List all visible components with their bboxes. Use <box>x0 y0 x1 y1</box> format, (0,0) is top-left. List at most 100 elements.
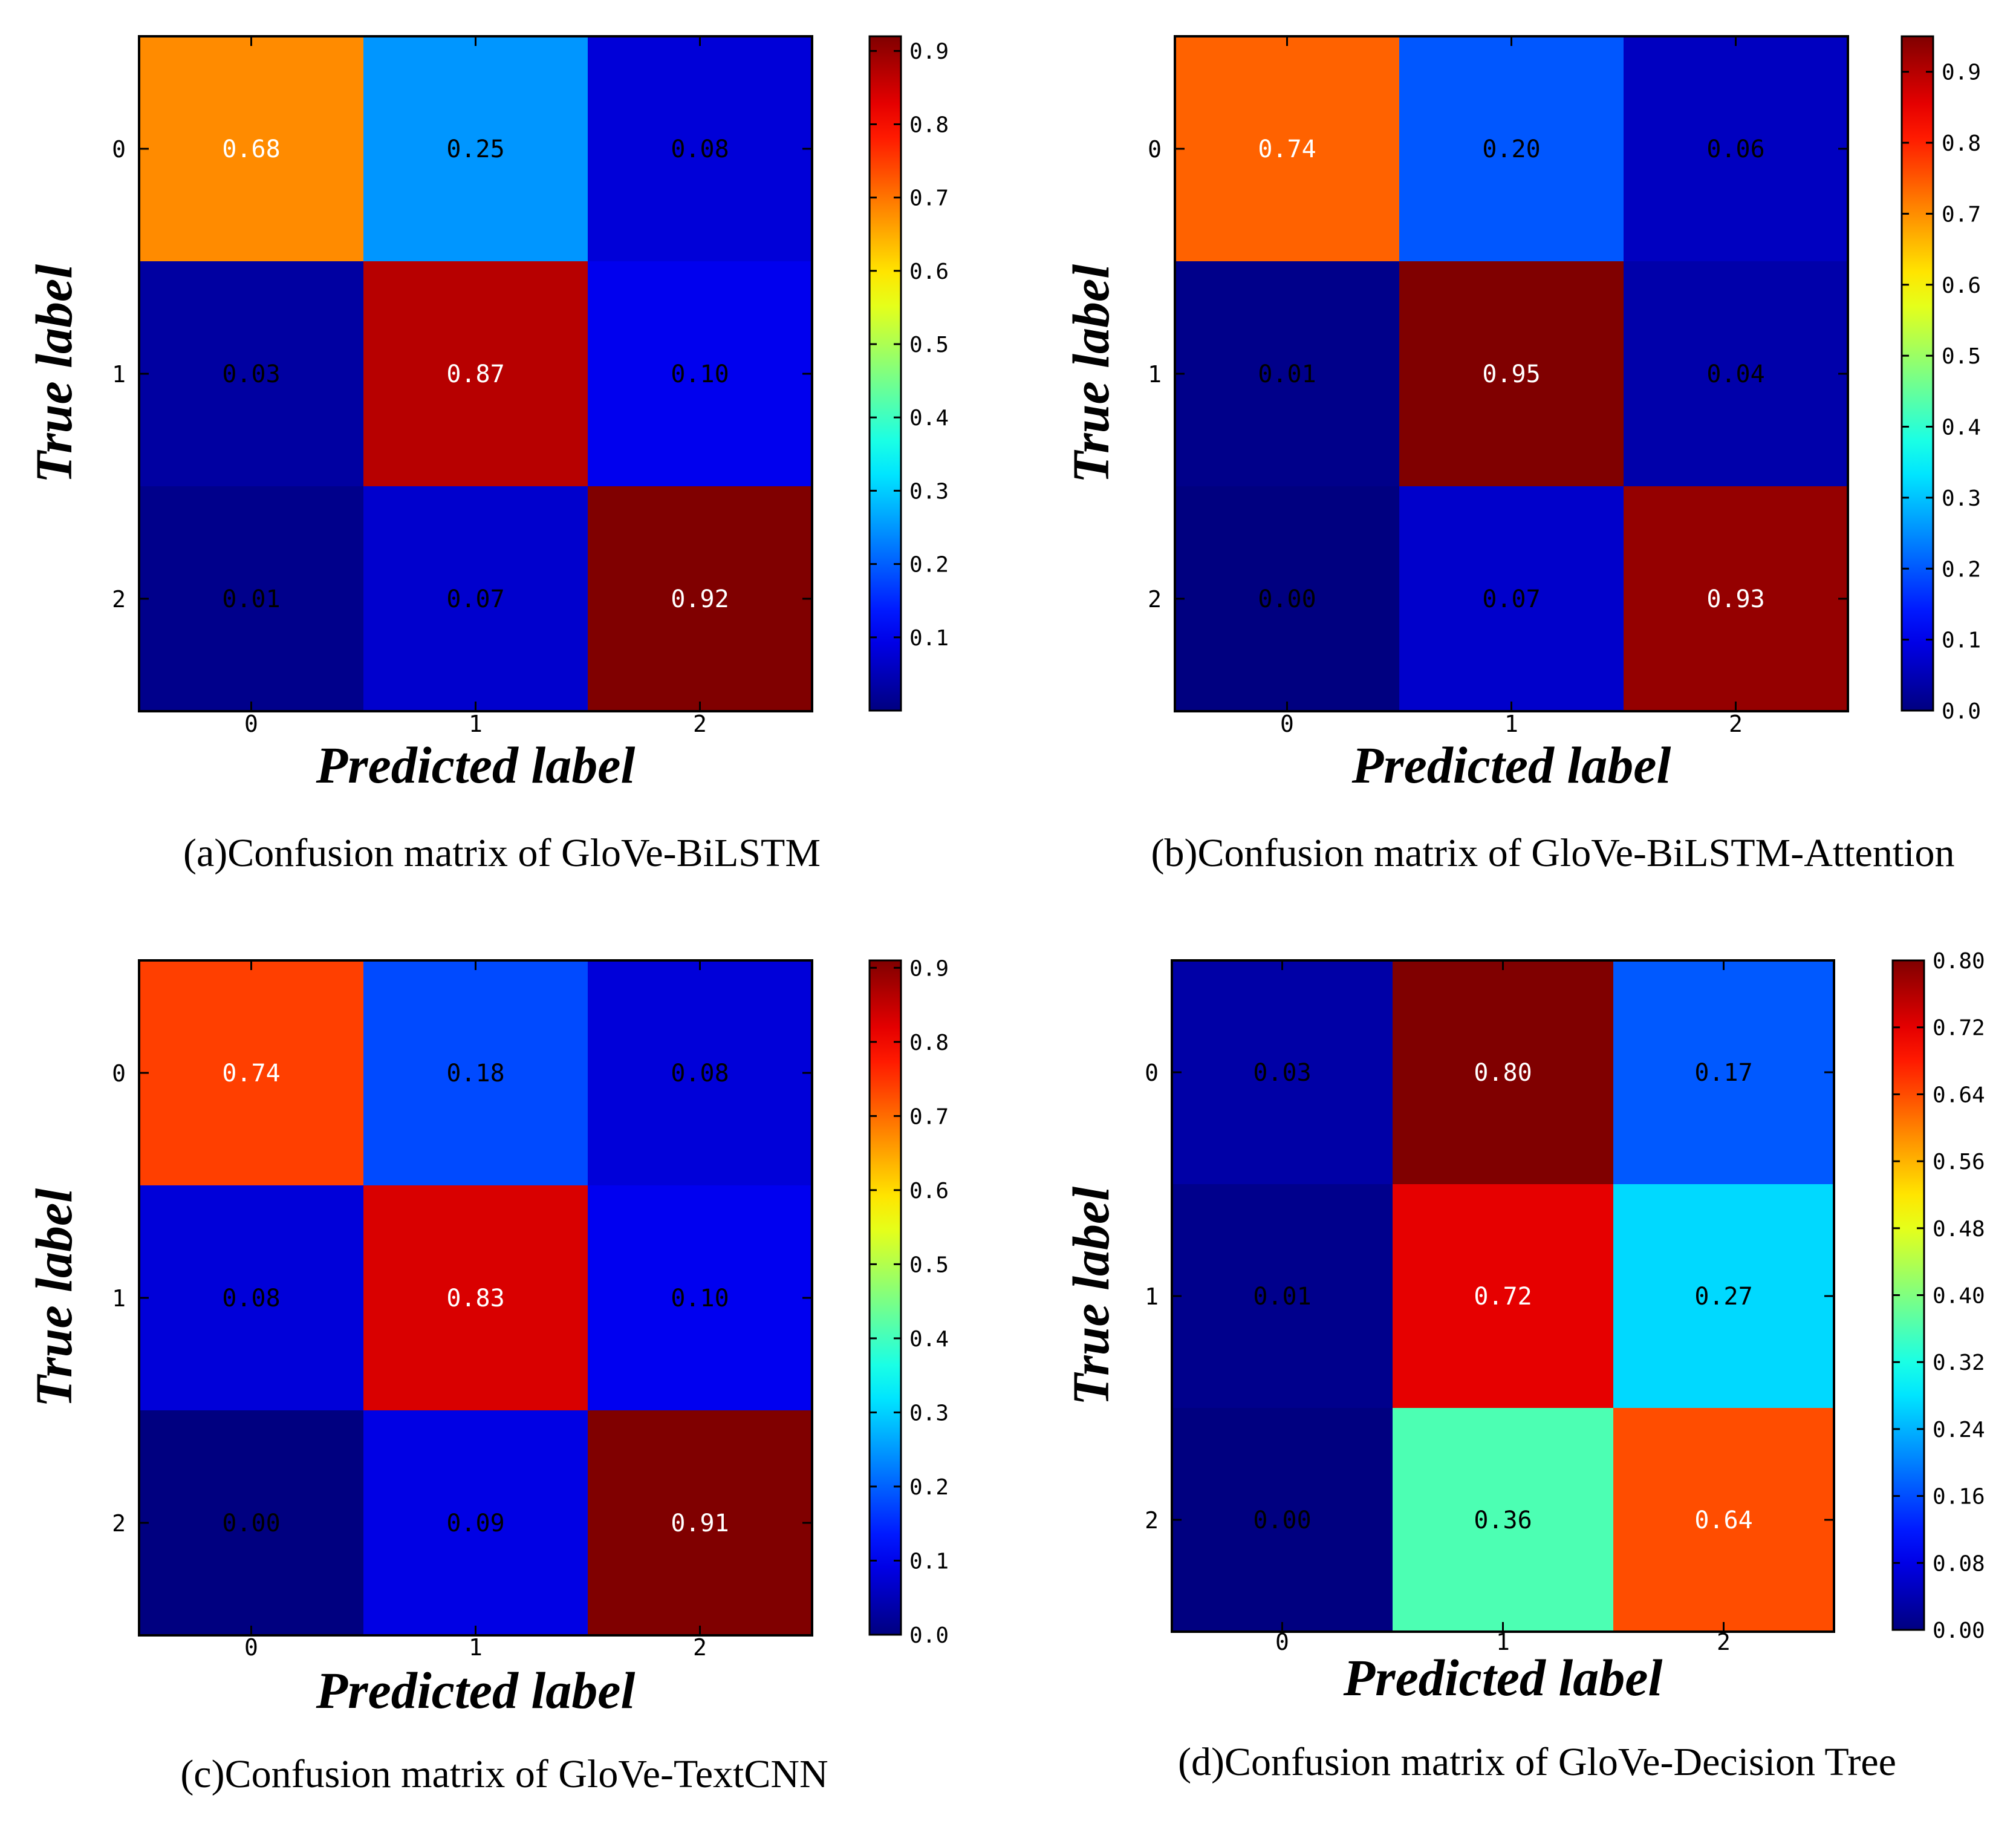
colorbar-tick-label: 0.6 <box>1942 273 1981 298</box>
y-axis-label: True label <box>25 264 83 483</box>
cell-value-label: 0.08 <box>671 1060 729 1087</box>
cell-value-label: 0.10 <box>671 1285 729 1312</box>
colorbar-tick-label: 0.8 <box>1942 131 1981 156</box>
cell-value-label: 0.93 <box>1706 585 1764 613</box>
colorbar-tick-label: 0.2 <box>909 1475 949 1500</box>
x-axis-label: Predicted label <box>1343 1649 1663 1707</box>
heatmap-cell <box>1613 960 1834 1184</box>
heatmap-cell <box>363 1410 588 1635</box>
cell-value-label: 0.74 <box>222 1060 280 1087</box>
x-tick-label: 1 <box>469 1634 483 1661</box>
colorbar-tick-label: 0.8 <box>909 1031 949 1055</box>
y-tick-label: 1 <box>1145 1283 1159 1310</box>
cell-value-label: 0.06 <box>1706 135 1764 163</box>
cell-value-label: 0.08 <box>671 135 729 163</box>
heatmap-cell <box>139 36 363 261</box>
y-axis-label: True label <box>25 1188 83 1407</box>
cell-value-label: 0.92 <box>671 585 729 613</box>
heatmap-cell <box>1393 1408 1613 1632</box>
colorbar-tick-label: 0.08 <box>1933 1551 1985 1576</box>
cell-value-label: 0.01 <box>222 585 280 613</box>
x-tick-label: 2 <box>1729 711 1743 737</box>
cell-value-label: 0.20 <box>1482 135 1540 163</box>
colorbar-tick-label: 0.8 <box>909 112 949 137</box>
x-tick-label: 1 <box>1496 1629 1510 1655</box>
colorbar <box>868 959 902 1636</box>
colorbar-tick-label: 0.1 <box>909 1549 949 1574</box>
heatmap-cell <box>1172 1184 1393 1408</box>
heatmap-cell <box>1399 486 1624 711</box>
colorbar-tick-label: 0.5 <box>909 1253 949 1277</box>
heatmap-cell <box>588 486 812 711</box>
colorbar-tick-label: 0.16 <box>1933 1485 1985 1510</box>
heatmap-cell <box>363 261 588 486</box>
cell-value-label: 0.01 <box>1253 1283 1311 1311</box>
y-tick-label: 1 <box>112 1285 126 1312</box>
colorbar-tick-label: 0.32 <box>1933 1350 1985 1375</box>
colorbar-tick-label: 0.3 <box>1942 486 1981 511</box>
colorbar-tick-label: 0.9 <box>1942 60 1981 85</box>
y-tick-label: 0 <box>112 1060 126 1087</box>
cell-value-label: 0.09 <box>446 1510 504 1537</box>
heatmap-cell <box>1175 261 1399 486</box>
cell-value-label: 0.04 <box>1706 360 1764 388</box>
cell-value-label: 0.36 <box>1474 1507 1532 1534</box>
cell-value-label: 0.03 <box>1253 1059 1311 1087</box>
y-tick-label: 0 <box>112 136 126 163</box>
heatmap-cell <box>1399 36 1624 261</box>
heatmap-cell <box>588 1185 812 1410</box>
heatmap-cell <box>1613 1408 1834 1632</box>
y-axis-label: True label <box>1062 264 1120 483</box>
colorbar-tick-label: 0.4 <box>1942 415 1981 440</box>
colorbar-tick-label: 0.48 <box>1933 1217 1985 1242</box>
colorbar-tick-label: 0.40 <box>1933 1284 1985 1309</box>
colorbar-tick-label: 0.3 <box>909 479 949 504</box>
cell-value-label: 0.87 <box>446 360 504 388</box>
heatmap-cell <box>588 960 812 1185</box>
y-tick-label: 0 <box>1145 1060 1159 1086</box>
heatmap-cell <box>1399 261 1624 486</box>
heatmap-cell <box>139 1410 363 1635</box>
heatmap-cell <box>1175 36 1399 261</box>
x-tick-label: 0 <box>1275 1629 1289 1655</box>
cell-value-label: 0.00 <box>1253 1507 1311 1534</box>
heatmap-cell <box>363 36 588 261</box>
x-tick-label: 2 <box>1717 1629 1731 1655</box>
heatmap-cell <box>363 486 588 711</box>
confusion-matrix-panel: 0.03 0.80 0.17 0.01 0.72 0.27 0.00 0.36 0.64 0 1 2 0… <box>1062 949 1985 1784</box>
cell-value-label: 0.64 <box>1694 1507 1752 1534</box>
colorbar-tick-label: 0.56 <box>1933 1150 1985 1174</box>
colorbar-tick-label: 0.5 <box>1942 344 1981 369</box>
heatmap-cell <box>363 960 588 1185</box>
heatmap-cell <box>1624 36 1848 261</box>
colorbar-tick-label: 0.9 <box>909 956 949 981</box>
x-axis-label: Predicted label <box>316 736 636 794</box>
heatmap-cell <box>1393 960 1613 1184</box>
colorbar-tick-label: 0.1 <box>1942 628 1981 653</box>
cell-value-label: 0.10 <box>671 360 729 388</box>
colorbar-tick-label: 0.24 <box>1933 1418 1985 1442</box>
heatmap-cell <box>139 486 363 711</box>
y-tick-label: 2 <box>112 586 126 613</box>
colorbar-tick-label: 0.64 <box>1933 1083 1985 1107</box>
heatmap-cell <box>588 36 812 261</box>
colorbar-tick-label: 0.00 <box>1933 1618 1985 1643</box>
x-tick-label: 0 <box>244 1634 258 1661</box>
colorbar-tick-label: 0.5 <box>909 333 949 357</box>
colorbar-tick-label: 0.6 <box>909 1179 949 1204</box>
x-tick-label: 0 <box>244 711 258 737</box>
y-tick-label: 2 <box>1145 1507 1159 1534</box>
colorbar-tick-label: 0.0 <box>1942 699 1981 724</box>
cell-value-label: 0.03 <box>222 360 280 388</box>
cell-value-label: 0.83 <box>446 1285 504 1312</box>
heatmap-cell <box>1172 960 1393 1184</box>
colorbar-tick-label: 0.7 <box>909 1104 949 1129</box>
y-tick-label: 2 <box>112 1510 126 1537</box>
y-tick-label: 1 <box>112 361 126 388</box>
heatmap-cell <box>139 960 363 1185</box>
x-axis-label: Predicted label <box>1351 736 1671 794</box>
x-tick-label: 1 <box>1504 711 1518 737</box>
confusion-matrix-panel: 0.68 0.25 0.080.03 0.87 0.100.01 0.07 0.920 1 20… <box>25 35 949 875</box>
cell-value-label: 0.00 <box>1258 585 1316 613</box>
cell-value-label: 0.08 <box>222 1285 280 1312</box>
